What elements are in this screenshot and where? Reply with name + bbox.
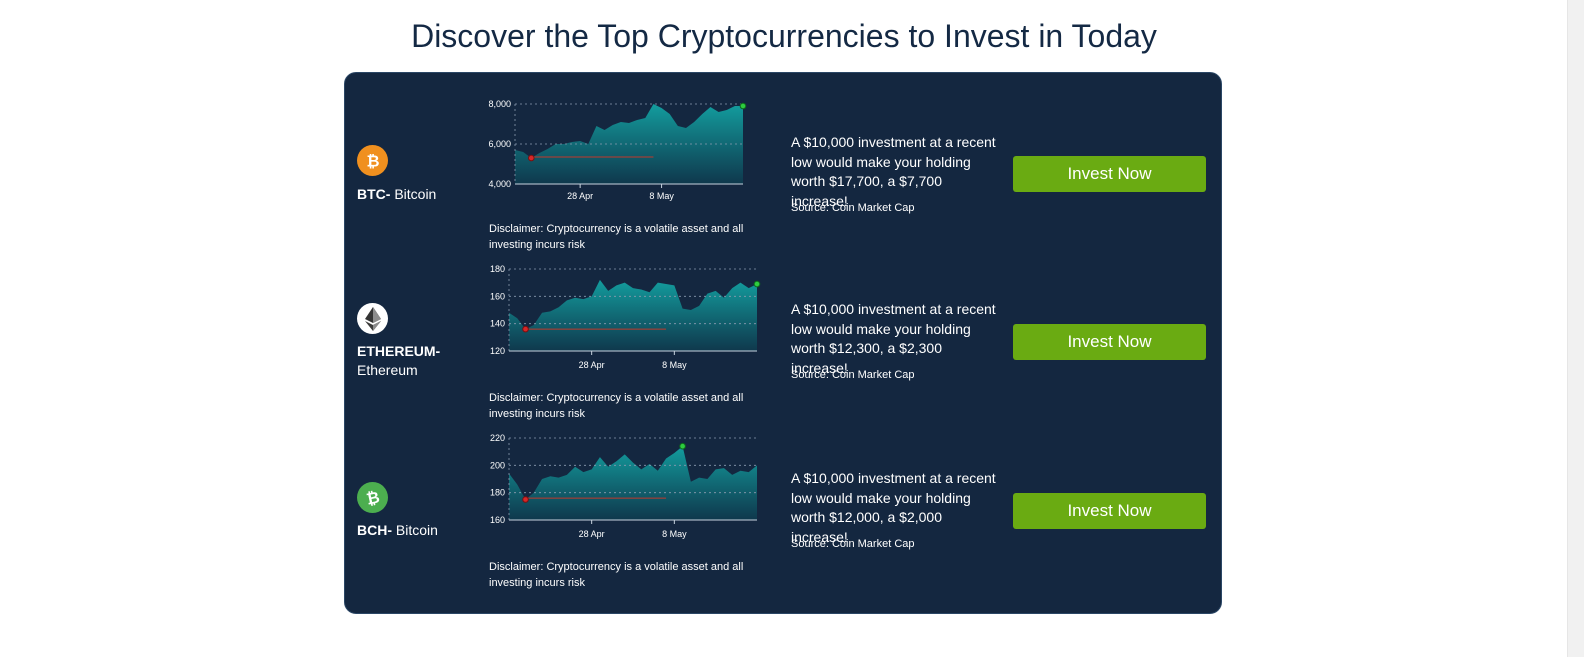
invest-now-button[interactable]: Invest Now xyxy=(1013,493,1206,529)
svg-text:₿: ₿ xyxy=(366,152,379,170)
source-text: Source: Coin Market Cap xyxy=(791,202,915,214)
disclaimer-text: Disclaimer: Cryptocurrency is a volatile… xyxy=(489,392,744,420)
page-scrollbar[interactable] xyxy=(1567,0,1584,657)
price-chart-svg: 4,000 6,000 8,000 28 Apr 8 May xyxy=(488,99,747,201)
ethereum-icon xyxy=(357,303,388,334)
coin-label: Bitcoin xyxy=(392,522,438,538)
low-point-marker xyxy=(527,154,535,162)
bitcoin-icon: ₿ xyxy=(357,145,388,176)
y-tick-label: 200 xyxy=(490,460,505,470)
coin-label: Ethereum xyxy=(357,362,418,378)
coin-name: BCH- Bitcoin xyxy=(357,521,477,540)
coin-name: ETHEREUM- Ethereum xyxy=(357,342,477,380)
high-point-marker xyxy=(739,102,747,110)
invest-now-button[interactable]: Invest Now xyxy=(1013,156,1206,192)
coin-row-eth: ETHEREUM- Ethereum 120 140 160 180 28 Apr 8 M… xyxy=(345,262,1223,432)
price-chart-eth: 120 140 160 180 28 Apr 8 May xyxy=(481,262,763,377)
price-area xyxy=(509,446,757,520)
y-tick-label: 180 xyxy=(490,488,505,498)
high-point-marker xyxy=(753,280,761,288)
low-point-marker xyxy=(522,496,529,503)
x-tick-label: 8 May xyxy=(649,191,674,201)
source-text: Source: Coin Market Cap xyxy=(791,369,915,381)
coin-symbol: BTC- xyxy=(357,186,391,202)
investment-text: A $10,000 investment at a recent low wou… xyxy=(791,470,996,545)
disclaimer-text: Disclaimer: Cryptocurrency is a volatile… xyxy=(489,561,744,589)
coin-symbol: BCH- xyxy=(357,522,392,538)
bitcoin-cash-icon: ₿ xyxy=(357,482,388,513)
price-chart-svg: 160 180 200 220 28 Apr 8 May xyxy=(490,433,757,539)
page-title: Discover the Top Cryptocurrencies to Inv… xyxy=(411,18,1157,54)
y-tick-label: 160 xyxy=(490,515,505,525)
y-tick-label: 180 xyxy=(490,264,505,274)
coin-name: BTC- Bitcoin xyxy=(357,185,477,204)
x-tick-label: 28 Apr xyxy=(579,529,605,539)
coin-row-bch: ₿ BCH- Bitcoin 160 180 200 220 28 Apr 8 May D… xyxy=(345,431,1223,601)
crypto-panel: ₿ BTC- Bitcoin 4,000 6,000 8,000 28 Apr 8 Ma… xyxy=(344,72,1222,614)
coin-row-btc: ₿ BTC- Bitcoin 4,000 6,000 8,000 28 Apr 8 Ma… xyxy=(345,93,1223,263)
x-tick-label: 8 May xyxy=(662,360,687,370)
price-chart-btc: 4,000 6,000 8,000 28 Apr 8 May xyxy=(481,93,763,203)
coin-symbol: ETHEREUM- xyxy=(357,343,441,359)
y-tick-label: 4,000 xyxy=(488,179,511,189)
investment-text: A $10,000 investment at a recent low wou… xyxy=(791,134,996,209)
y-tick-label: 140 xyxy=(490,319,505,329)
svg-text:₿: ₿ xyxy=(364,489,381,507)
y-tick-label: 6,000 xyxy=(488,139,511,149)
coin-label: Bitcoin xyxy=(390,186,437,202)
y-tick-label: 220 xyxy=(490,433,505,443)
x-tick-label: 28 Apr xyxy=(567,191,593,201)
invest-now-button[interactable]: Invest Now xyxy=(1013,324,1206,360)
price-area xyxy=(515,104,743,184)
x-tick-label: 8 May xyxy=(662,529,687,539)
x-tick-label: 28 Apr xyxy=(579,360,605,370)
price-area xyxy=(509,279,757,351)
y-tick-label: 160 xyxy=(490,291,505,301)
y-tick-label: 8,000 xyxy=(488,99,511,109)
price-chart-bch: 160 180 200 220 28 Apr 8 May xyxy=(481,431,763,546)
disclaimer-text: Disclaimer: Cryptocurrency is a volatile… xyxy=(489,223,744,251)
low-point-marker xyxy=(522,325,529,333)
high-point-marker xyxy=(679,442,686,450)
source-text: Source: Coin Market Cap xyxy=(791,538,915,550)
price-chart-svg: 120 140 160 180 28 Apr 8 May xyxy=(490,264,761,370)
investment-text: A $10,000 investment at a recent low wou… xyxy=(791,301,996,376)
y-tick-label: 120 xyxy=(490,346,505,356)
